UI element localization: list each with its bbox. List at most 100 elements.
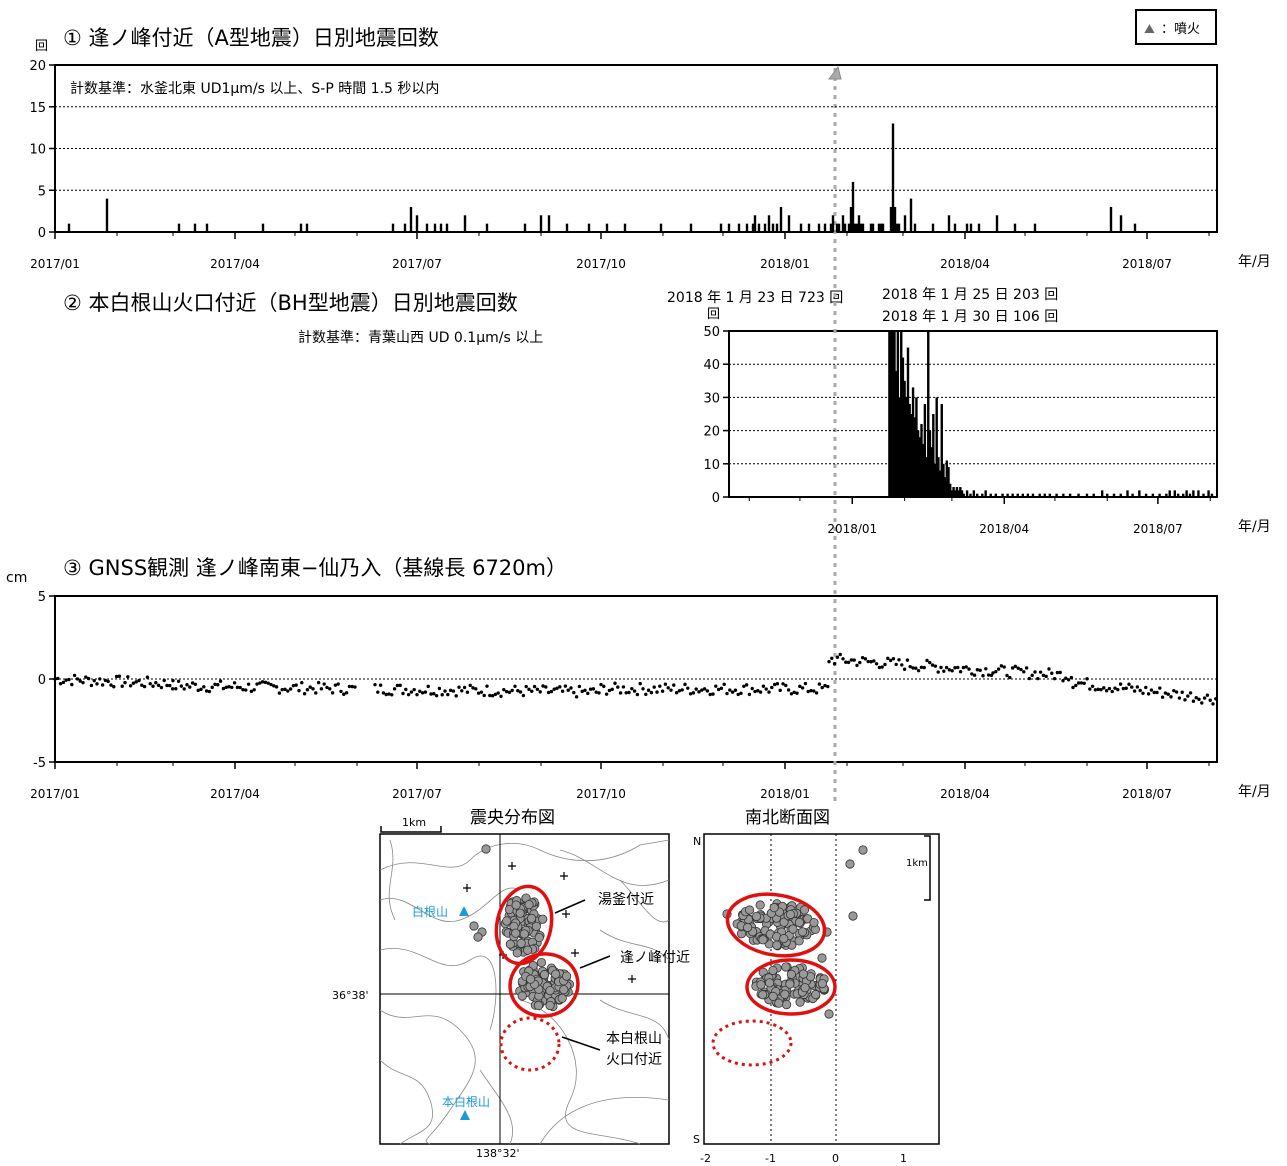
gnss-point bbox=[911, 666, 915, 670]
contour-line bbox=[379, 839, 670, 871]
gnss-point bbox=[686, 686, 690, 690]
gnss-point bbox=[803, 681, 808, 686]
panel-2-note: 計数基準：青葉山西 UD 0.1μm/s 以上 bbox=[298, 329, 543, 346]
gnss-point bbox=[280, 687, 284, 692]
epicenter-dot bbox=[481, 844, 491, 854]
gnss-point bbox=[725, 691, 729, 696]
gnss-point bbox=[1183, 698, 1187, 702]
bar-p2 bbox=[1038, 493, 1041, 497]
gnss-point bbox=[232, 681, 237, 685]
gnss-point bbox=[1024, 666, 1029, 670]
gnss-point bbox=[210, 685, 214, 690]
gnss-point bbox=[767, 690, 771, 694]
x-unit-label-p2: 年/月 bbox=[1238, 519, 1271, 535]
bar-p2 bbox=[1165, 493, 1168, 497]
gnss-point bbox=[330, 691, 335, 695]
gnss-point bbox=[733, 688, 738, 692]
gnss-point bbox=[1118, 682, 1123, 686]
gnss-point bbox=[1071, 685, 1075, 690]
gnss-point bbox=[618, 691, 623, 695]
gnss-point bbox=[148, 681, 152, 686]
gnss-point bbox=[448, 688, 453, 693]
gnss-point bbox=[984, 667, 988, 671]
hypocenter-dot bbox=[758, 990, 768, 1000]
gnss-point bbox=[666, 686, 670, 690]
ytick-label-p2: 30 bbox=[703, 391, 720, 406]
contour-line bbox=[479, 1069, 514, 1145]
gnss-point bbox=[81, 680, 85, 685]
bar-p1 bbox=[745, 223, 749, 232]
contour-line bbox=[539, 1097, 670, 1145]
epicenter-dot bbox=[531, 921, 541, 931]
gnss-point bbox=[221, 686, 226, 691]
gnss-point bbox=[171, 678, 175, 683]
gnss-point bbox=[109, 683, 113, 687]
gnss-point bbox=[1127, 682, 1131, 686]
gnss-point bbox=[322, 682, 326, 686]
bar-p2 bbox=[1106, 493, 1109, 497]
gnss-point bbox=[227, 684, 231, 689]
hypocenter-dot bbox=[811, 989, 821, 1000]
gnss-point bbox=[496, 691, 500, 695]
gnss-point bbox=[694, 687, 698, 691]
gnss-point bbox=[580, 689, 584, 694]
bar-p1 bbox=[767, 215, 771, 232]
hypocenter-dot bbox=[817, 978, 827, 989]
gnss-point bbox=[53, 677, 57, 681]
hypocenter-dot bbox=[794, 917, 805, 928]
hypocenter-dot bbox=[779, 917, 789, 927]
hypocenter-dot bbox=[772, 940, 782, 950]
bar-p1 bbox=[977, 223, 981, 232]
xtick-label-p1: 2017/04 bbox=[210, 257, 260, 271]
gnss-point bbox=[1096, 687, 1100, 692]
bar-p2 bbox=[1062, 493, 1065, 497]
gnss-point bbox=[841, 657, 845, 661]
gnss-point bbox=[669, 688, 673, 692]
section-scale-label: 1km bbox=[906, 858, 928, 869]
bar-p2 bbox=[920, 423, 923, 497]
bar-p1 bbox=[565, 223, 569, 232]
gnss-point bbox=[1180, 690, 1184, 694]
gnss-point bbox=[1088, 687, 1092, 691]
bar-p2 bbox=[955, 487, 959, 497]
bar-p1 bbox=[831, 215, 835, 232]
bar-p2 bbox=[894, 370, 898, 497]
gnss-point bbox=[846, 660, 851, 665]
bar-p2 bbox=[1185, 490, 1188, 497]
gnss-point bbox=[218, 679, 223, 683]
gnss-point bbox=[844, 660, 848, 664]
gnss-point bbox=[67, 677, 71, 682]
bar-p1 bbox=[859, 223, 863, 232]
gnss-point bbox=[702, 687, 707, 691]
gnss-point bbox=[905, 658, 910, 662]
gnss-point bbox=[100, 683, 105, 687]
gnss-point bbox=[838, 652, 842, 657]
gnss-point bbox=[131, 681, 136, 685]
gnss-point bbox=[627, 690, 631, 695]
section-n-label: N bbox=[693, 835, 701, 848]
gnss-point bbox=[412, 687, 416, 692]
epicenter-dot bbox=[511, 900, 521, 910]
bar-p2 bbox=[976, 493, 979, 497]
ytick-label-p1: 5 bbox=[38, 184, 46, 199]
gnss-point bbox=[1038, 670, 1043, 674]
gnss-point bbox=[688, 692, 693, 696]
contour-line bbox=[388, 839, 396, 921]
gnss-point bbox=[817, 682, 822, 686]
bar-p2 bbox=[960, 490, 964, 497]
bar-p1 bbox=[895, 223, 899, 232]
bar-p1 bbox=[823, 223, 827, 232]
gnss-point bbox=[1144, 685, 1148, 690]
gnss-point bbox=[683, 682, 687, 687]
bar-p2 bbox=[1021, 493, 1025, 497]
gnss-point bbox=[1138, 688, 1142, 693]
gnss-point bbox=[722, 682, 726, 687]
gnss-point bbox=[930, 663, 935, 667]
bar-p2 bbox=[994, 493, 997, 497]
gnss-point bbox=[235, 685, 240, 690]
epicenter-dot bbox=[533, 1000, 544, 1011]
gnss-point bbox=[1160, 695, 1165, 699]
contour-line bbox=[379, 1009, 476, 1145]
gnss-point bbox=[770, 685, 774, 690]
ainomine-ellipse bbox=[508, 952, 580, 1018]
